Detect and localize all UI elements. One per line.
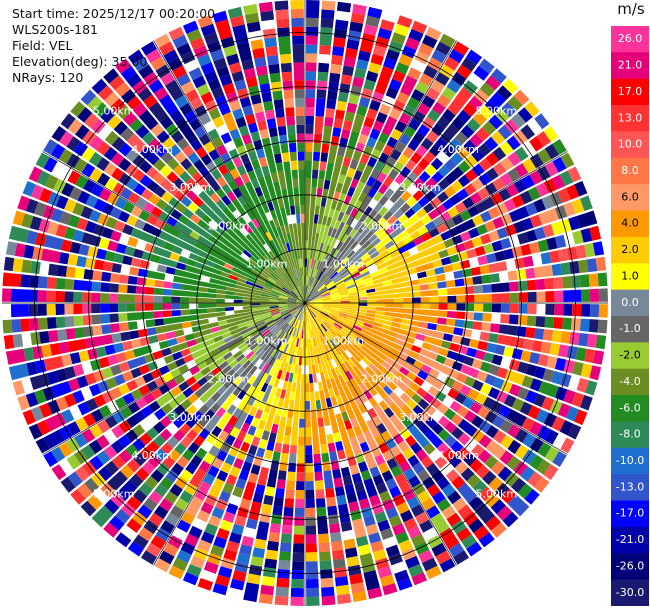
colorbar-tick-label: -17.0 — [616, 507, 644, 520]
colorbar-swatch — [611, 105, 649, 132]
colorbar-tick-label: -26.0 — [616, 560, 644, 573]
azimuth-line — [304, 302, 568, 455]
colorbar-tick-label: 4.0 — [621, 217, 639, 230]
colorbar-tick-label: -21.0 — [616, 533, 644, 546]
colorbar-swatch — [611, 78, 649, 106]
colorbar-swatch — [611, 52, 649, 80]
colorbar-swatch — [611, 210, 649, 238]
colorbar-tick-label: 0.0 — [621, 296, 639, 309]
gate-group — [34, 15, 609, 569]
colorbar-swatch — [611, 157, 649, 185]
azimuth-line — [304, 151, 568, 304]
azimuth-line — [304, 40, 457, 304]
azimuth-line — [153, 40, 306, 304]
range-ring-label: 5.00km — [93, 487, 135, 500]
gate-group — [20, 0, 593, 603]
colorbar-tick-label: -8.0 — [619, 428, 640, 441]
range-ring-label: 5.00km — [476, 487, 518, 500]
colorbar-tick-label: 8.0 — [621, 164, 639, 177]
colorbar-swatch — [611, 236, 649, 264]
instrument-label: WLS200s-181 — [12, 22, 98, 37]
range-ring-label: 2.00km — [361, 220, 403, 233]
range-ring-label: 1.00km — [246, 258, 288, 271]
colorbar-tick-label: 17.0 — [618, 85, 643, 98]
colorbar-swatch — [611, 579, 649, 606]
gate-group — [8, 6, 598, 606]
colorbar-tick-label: -4.0 — [619, 375, 640, 388]
colorbar-tick-label: -2.0 — [619, 349, 640, 362]
colorbar-tick-label: -30.0 — [616, 586, 644, 599]
colorbar-tick-label: 1.0 — [621, 270, 639, 283]
range-ring-label: 2.00km — [208, 220, 250, 233]
gate-group — [2, 19, 602, 591]
azimuth-line — [153, 302, 306, 566]
range-ring-label: 3.00km — [169, 181, 211, 194]
scan-info: Start time: 2025/12/17 00:20:00 WLS200s-… — [12, 6, 215, 86]
range-ring-label: 4.00km — [437, 143, 479, 156]
colorbar-swatch — [611, 26, 649, 53]
gate-group — [34, 36, 608, 562]
colorbar-tick-label: 26.0 — [618, 32, 643, 45]
radar-gates — [2, 0, 609, 606]
field-label: Field: VEL — [12, 38, 73, 53]
colorbar-swatch — [611, 395, 649, 422]
range-ring-label: 4.00km — [437, 449, 479, 462]
colorbar-tick-label: 21.0 — [618, 59, 643, 72]
gate-group — [5, 98, 555, 597]
colorbar-tick-label: -13.0 — [616, 480, 644, 493]
colorbar-swatch — [611, 526, 649, 554]
gate-group — [12, 39, 609, 603]
range-ring-label: 5.00km — [93, 105, 135, 118]
range-ring-label: 2.00km — [208, 373, 250, 386]
colorbar-swatch — [611, 368, 649, 396]
colorbar-swatch — [611, 263, 649, 291]
colorbar-swatch — [611, 184, 649, 212]
colorbar-swatch — [611, 342, 649, 370]
range-ring-label: 3.00km — [399, 181, 441, 194]
azimuth-lines — [2, 0, 608, 606]
colorbar-swatch — [611, 131, 649, 159]
range-ring-label: 4.00km — [131, 143, 173, 156]
gate-group — [11, 17, 600, 598]
range-ring-label: 1.00km — [323, 334, 365, 347]
start-time-label: Start time: 2025/12/17 00:20:00 — [12, 6, 216, 21]
colorbar-tick-label: 6.0 — [621, 190, 639, 203]
colorbar-swatch — [611, 447, 649, 475]
colorbar-tick-label: 13.0 — [618, 111, 643, 124]
colorbar-swatch — [611, 474, 649, 502]
range-ring-label: 3.00km — [399, 411, 441, 424]
azimuth-line — [42, 151, 306, 304]
gate-group — [43, 12, 596, 578]
range-ring-labels: 1.00km 1.00km 1.00km 1.00km 2.00km 2.00km 2.00… — [93, 105, 517, 501]
colorbar-swatch — [611, 553, 649, 581]
azimuth-line — [304, 302, 457, 566]
colorbar-swatch — [611, 500, 649, 528]
nrays-label: NRays: 120 — [12, 70, 84, 85]
colorbar-swatch — [611, 289, 649, 317]
colorbar: 26.0 21.0 17.0 13.0 10.0 8.0 6.0 4.0 2.0 1.0 0.0 -1… — [611, 26, 649, 606]
range-ring-label: 4.00km — [131, 449, 173, 462]
range-ring-label: 2.00km — [361, 373, 403, 386]
colorbar-tick-label: -6.0 — [619, 401, 640, 414]
colorbar-tick-label: 10.0 — [618, 138, 643, 151]
colorbar-tick-label: 2.0 — [621, 243, 639, 256]
gate-group — [8, 37, 590, 565]
range-ring-label: 1.00km — [246, 334, 288, 347]
elevation-label: Elevation(deg): 35.00 — [12, 54, 148, 69]
colorbar-tick-label: -1.0 — [619, 322, 640, 335]
colorbar-tick-label: -10.0 — [616, 454, 644, 467]
range-ring-label: 1.00km — [323, 258, 365, 271]
azimuth-line — [42, 302, 306, 455]
colorbar-swatch — [611, 421, 649, 449]
range-ring-label: 5.00km — [476, 105, 518, 118]
colorbar-swatch — [611, 316, 649, 343]
colorbar-unit: m/s — [617, 0, 645, 18]
gate-group — [10, 6, 605, 598]
range-ring-label: 3.00km — [169, 411, 211, 424]
